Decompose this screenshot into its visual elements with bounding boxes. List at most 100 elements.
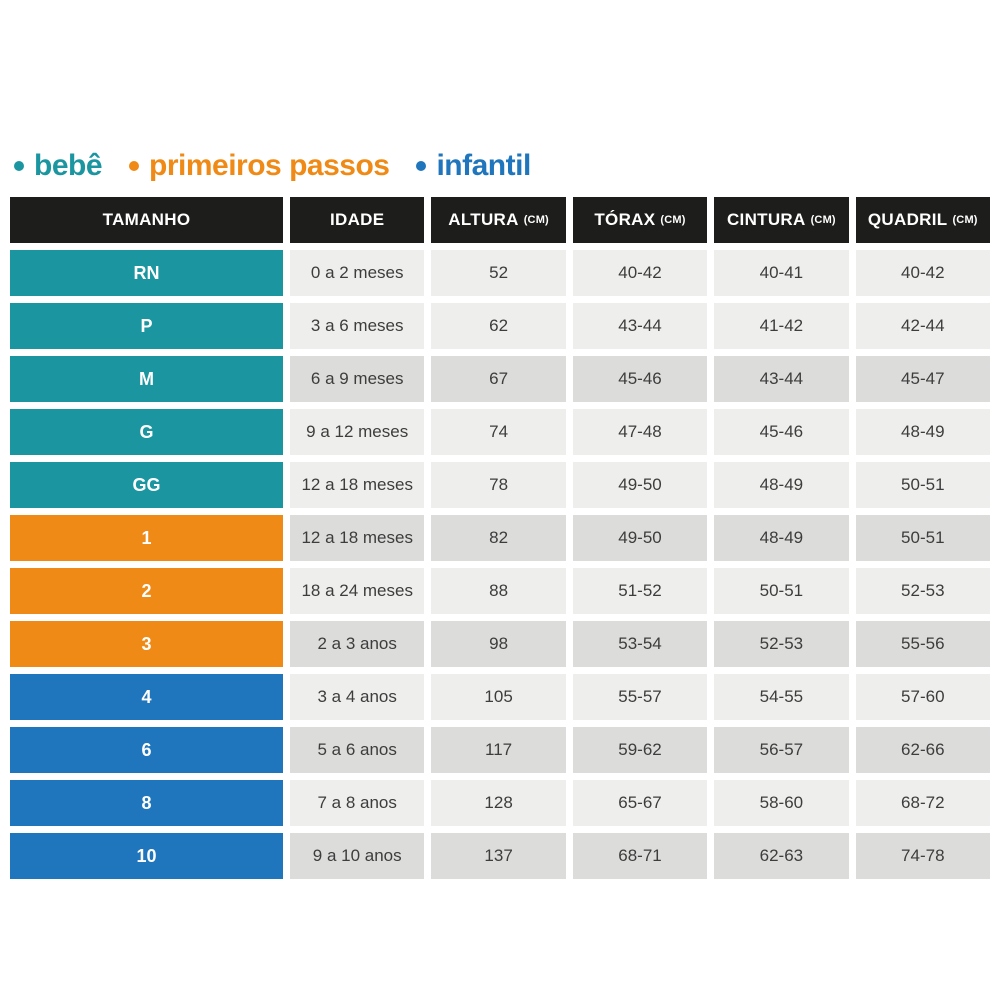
size-cell: 10 bbox=[10, 833, 283, 879]
torax-cell: 47-48 bbox=[572, 409, 708, 455]
idade-cell: 12 a 18 meses bbox=[290, 515, 425, 561]
torax-cell: 43-44 bbox=[572, 303, 708, 349]
cintura-cell: 48-49 bbox=[714, 462, 849, 508]
idade-cell: 6 a 9 meses bbox=[290, 356, 425, 402]
idade-cell: 12 a 18 meses bbox=[290, 462, 425, 508]
header-label: QUADRIL bbox=[867, 210, 948, 229]
legend-label: primeiros passos bbox=[149, 149, 390, 182]
table-header-row: TAMANHO IDADE ALTURA (CM) TÓRAX (CM) CIN… bbox=[10, 197, 990, 243]
cintura-cell: 43-44 bbox=[714, 356, 849, 402]
altura-cell: 105 bbox=[431, 674, 566, 720]
torax-cell: 55-57 bbox=[572, 674, 708, 720]
torax-cell: 68-71 bbox=[572, 833, 708, 879]
header-cell-idade: IDADE bbox=[290, 197, 425, 243]
quadril-cell: 42-44 bbox=[855, 303, 990, 349]
size-cell: G bbox=[10, 409, 283, 455]
torax-cell: 59-62 bbox=[572, 727, 708, 773]
table-row: RN 0 a 2 meses 52 40-42 40-41 40-42 bbox=[10, 250, 990, 296]
quadril-cell: 57-60 bbox=[855, 674, 990, 720]
size-cell: 3 bbox=[10, 621, 283, 667]
size-chart-table: TAMANHO IDADE ALTURA (CM) TÓRAX (CM) CIN… bbox=[10, 197, 990, 879]
altura-cell: 78 bbox=[431, 462, 566, 508]
table-row: 10 9 a 10 anos 137 68-71 62-63 74-78 bbox=[10, 833, 990, 879]
size-cell: M bbox=[10, 356, 283, 402]
quadril-cell: 52-53 bbox=[855, 568, 990, 614]
altura-cell: 88 bbox=[431, 568, 566, 614]
cintura-cell: 48-49 bbox=[714, 515, 849, 561]
idade-cell: 9 a 12 meses bbox=[290, 409, 425, 455]
altura-cell: 128 bbox=[431, 780, 566, 826]
quadril-cell: 62-66 bbox=[855, 727, 990, 773]
idade-cell: 3 a 4 anos bbox=[290, 674, 425, 720]
bullet-icon bbox=[129, 161, 140, 171]
header-cell-altura: ALTURA (CM) bbox=[431, 197, 566, 243]
cintura-cell: 56-57 bbox=[714, 727, 849, 773]
legend-item-bebe: bebê bbox=[14, 149, 103, 183]
header-unit: (CM) bbox=[952, 214, 978, 226]
cintura-cell: 40-41 bbox=[714, 250, 849, 296]
header-label: TAMANHO bbox=[102, 210, 191, 229]
header-unit: (CM) bbox=[523, 214, 549, 226]
table-row: 1 12 a 18 meses 82 49-50 48-49 50-51 bbox=[10, 515, 990, 561]
header-label: CINTURA bbox=[726, 210, 806, 229]
idade-cell: 3 a 6 meses bbox=[290, 303, 425, 349]
size-cell: GG bbox=[10, 462, 283, 508]
quadril-cell: 50-51 bbox=[855, 462, 990, 508]
size-cell: 2 bbox=[10, 568, 283, 614]
header-cell-quadril: QUADRIL (CM) bbox=[855, 197, 990, 243]
header-unit: (CM) bbox=[660, 214, 686, 226]
quadril-cell: 45-47 bbox=[855, 356, 990, 402]
size-cell: 8 bbox=[10, 780, 283, 826]
idade-cell: 9 a 10 anos bbox=[290, 833, 425, 879]
size-cell: P bbox=[10, 303, 283, 349]
size-cell: 6 bbox=[10, 727, 283, 773]
header-cell-tamanho: TAMANHO bbox=[10, 197, 283, 243]
quadril-cell: 50-51 bbox=[855, 515, 990, 561]
header-cell-torax: TÓRAX (CM) bbox=[572, 197, 708, 243]
header-unit: (CM) bbox=[810, 214, 836, 226]
altura-cell: 52 bbox=[431, 250, 566, 296]
torax-cell: 45-46 bbox=[572, 356, 708, 402]
quadril-cell: 68-72 bbox=[855, 780, 990, 826]
idade-cell: 5 a 6 anos bbox=[290, 727, 425, 773]
cintura-cell: 45-46 bbox=[714, 409, 849, 455]
quadril-cell: 55-56 bbox=[855, 621, 990, 667]
torax-cell: 51-52 bbox=[572, 568, 708, 614]
quadril-cell: 40-42 bbox=[855, 250, 990, 296]
bullet-icon bbox=[416, 161, 427, 171]
header-label: TÓRAX bbox=[594, 210, 656, 229]
quadril-cell: 74-78 bbox=[855, 833, 990, 879]
cintura-cell: 52-53 bbox=[714, 621, 849, 667]
size-cell: 4 bbox=[10, 674, 283, 720]
idade-cell: 18 a 24 meses bbox=[290, 568, 425, 614]
altura-cell: 98 bbox=[431, 621, 566, 667]
cintura-cell: 50-51 bbox=[714, 568, 849, 614]
header-cell-cintura: CINTURA (CM) bbox=[714, 197, 849, 243]
idade-cell: 7 a 8 anos bbox=[290, 780, 425, 826]
altura-cell: 67 bbox=[431, 356, 566, 402]
quadril-cell: 48-49 bbox=[855, 409, 990, 455]
table-row: 2 18 a 24 meses 88 51-52 50-51 52-53 bbox=[10, 568, 990, 614]
torax-cell: 53-54 bbox=[572, 621, 708, 667]
legend-label: bebê bbox=[34, 149, 103, 182]
cintura-cell: 41-42 bbox=[714, 303, 849, 349]
header-label: IDADE bbox=[329, 210, 385, 229]
altura-cell: 82 bbox=[431, 515, 566, 561]
size-cell: 1 bbox=[10, 515, 283, 561]
altura-cell: 74 bbox=[431, 409, 566, 455]
legend: bebê primeiros passos infantil bbox=[14, 145, 990, 187]
cintura-cell: 54-55 bbox=[714, 674, 849, 720]
torax-cell: 40-42 bbox=[572, 250, 708, 296]
idade-cell: 2 a 3 anos bbox=[290, 621, 425, 667]
altura-cell: 137 bbox=[431, 833, 566, 879]
torax-cell: 49-50 bbox=[572, 462, 708, 508]
header-label: ALTURA bbox=[448, 210, 519, 229]
size-chart-page: bebê primeiros passos infantil TAMANHO I… bbox=[10, 0, 990, 879]
